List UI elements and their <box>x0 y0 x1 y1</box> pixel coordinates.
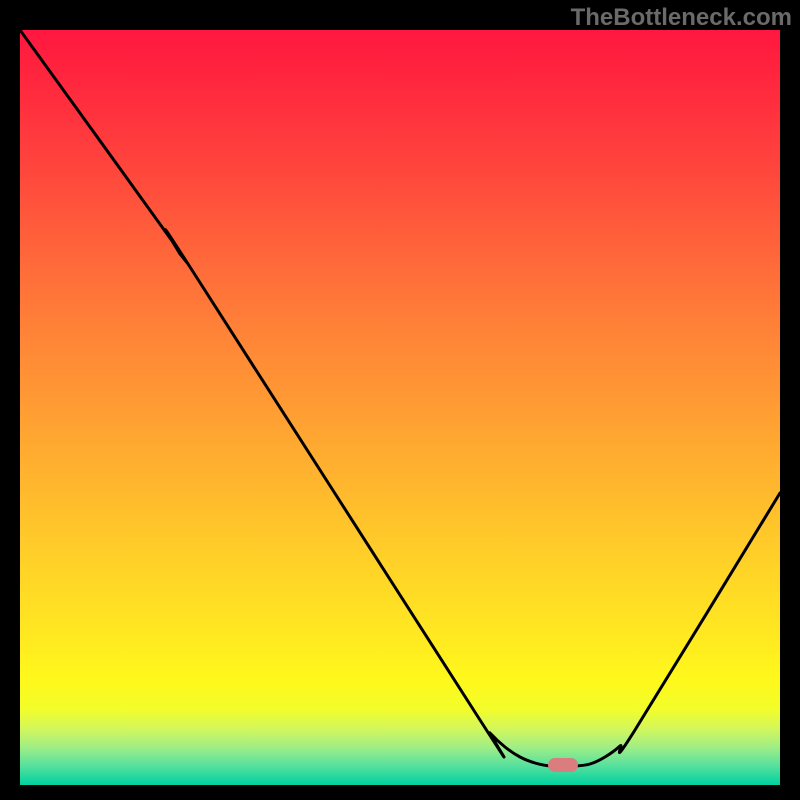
chart-container: { "watermark": { "text": "TheBottleneck.… <box>0 0 800 800</box>
minimum-marker <box>548 758 578 772</box>
watermark-text: TheBottleneck.com <box>571 4 792 32</box>
bottleneck-curve <box>20 30 780 785</box>
plot-area <box>20 30 780 785</box>
